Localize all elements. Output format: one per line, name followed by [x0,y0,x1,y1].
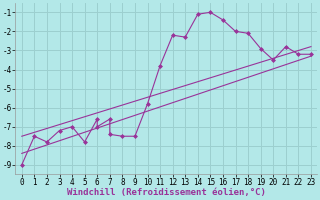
X-axis label: Windchill (Refroidissement éolien,°C): Windchill (Refroidissement éolien,°C) [67,188,266,197]
